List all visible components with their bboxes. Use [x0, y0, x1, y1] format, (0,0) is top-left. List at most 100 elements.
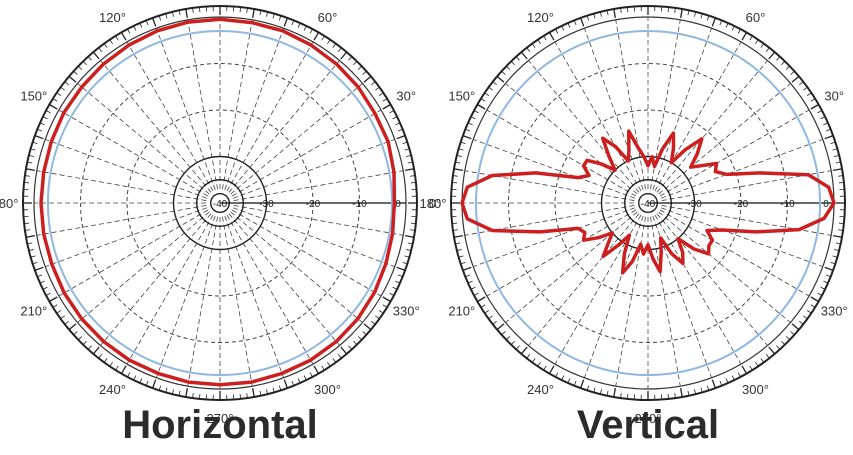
angle-tick — [68, 75, 77, 83]
angle-tick — [103, 358, 108, 363]
radial-gridline — [658, 83, 791, 195]
angle-label: 60° — [746, 10, 766, 25]
radial-gridline — [100, 60, 212, 193]
angle-tick — [501, 70, 506, 75]
angle-tick — [781, 61, 786, 66]
angle-label: 180° — [0, 196, 18, 211]
angle-tick — [838, 175, 844, 177]
angle-tick — [396, 135, 406, 140]
angle-label: 240° — [527, 382, 554, 397]
angle-tick — [768, 346, 776, 355]
radial-gridline — [659, 209, 810, 297]
angle-tick — [49, 103, 58, 110]
angle-tick — [309, 372, 313, 378]
angle-tick — [755, 361, 759, 367]
angle-tick — [297, 378, 301, 384]
angle-tick — [825, 274, 831, 278]
angle-tick — [98, 47, 103, 52]
angle-tick — [749, 35, 753, 41]
angle-tick — [613, 8, 616, 18]
angle-tick — [667, 393, 669, 399]
angle-tick — [185, 8, 188, 18]
angle-tick — [484, 310, 490, 314]
ring-label: -20 — [306, 199, 321, 210]
angle-tick — [606, 390, 609, 396]
angle-label: 150° — [20, 89, 47, 104]
angle-tick — [555, 372, 559, 378]
angle-tick — [561, 25, 565, 31]
angle-tick — [371, 81, 376, 86]
angle-tick — [405, 168, 415, 171]
angle-tick — [39, 280, 45, 284]
angle-tick — [357, 65, 362, 70]
angle-tick — [348, 345, 353, 350]
angle-tick — [832, 255, 838, 258]
angle-tick — [820, 286, 826, 290]
angle-tick — [78, 336, 83, 341]
angle-tick — [25, 235, 35, 238]
angle-tick — [321, 35, 325, 41]
angle-tick — [765, 47, 770, 52]
angle-tick — [825, 128, 831, 132]
angle-tick — [462, 135, 472, 140]
angle-tick — [776, 345, 781, 350]
radial-gridline — [231, 209, 382, 297]
angle-tick — [687, 10, 690, 16]
angle-tick — [152, 17, 157, 27]
angle-tick — [87, 345, 92, 350]
radial-gridline — [222, 19, 253, 190]
angle-tick — [694, 389, 697, 395]
angle-tick — [252, 8, 255, 18]
radial-gridline — [222, 216, 253, 387]
angle-tick — [332, 358, 337, 363]
angle-tick — [492, 81, 497, 86]
angle-label: 30° — [824, 89, 844, 104]
angle-tick — [799, 81, 804, 86]
ring-label: -20 — [734, 199, 749, 210]
angle-tick — [817, 110, 823, 114]
angle-tick — [410, 182, 416, 184]
angle-tick — [371, 320, 376, 325]
angle-tick — [776, 56, 781, 61]
angle-tick — [470, 116, 476, 120]
radial-gridline — [231, 109, 382, 197]
angle-tick — [389, 110, 395, 114]
angle-tick — [573, 20, 577, 26]
ring-label: -30 — [259, 199, 274, 210]
angle-tick — [580, 379, 585, 389]
angle-tick — [158, 385, 162, 391]
angle-tick — [404, 255, 410, 258]
angle-tick — [68, 323, 77, 331]
ring-label: 0 — [395, 199, 401, 210]
angle-tick — [353, 61, 358, 66]
angle-tick — [823, 280, 829, 284]
angle-tick — [24, 229, 30, 231]
angle-tick — [303, 375, 307, 381]
angle-tick — [599, 11, 602, 17]
angle-label: 120° — [99, 10, 126, 25]
radial-gridline — [661, 205, 832, 236]
angle-tick — [199, 7, 201, 13]
angle-tick — [246, 7, 248, 13]
angle-tick — [382, 296, 391, 303]
angle-tick — [109, 361, 113, 367]
angle-tick — [109, 39, 113, 45]
angle-tick — [803, 86, 808, 91]
radial-gridline — [615, 19, 646, 190]
reference-circle — [46, 29, 394, 377]
angle-tick — [506, 65, 511, 70]
angle-tick — [406, 249, 412, 252]
angle-tick — [741, 32, 748, 41]
angle-tick — [755, 39, 759, 45]
angle-tick — [580, 17, 585, 27]
angle-tick — [199, 393, 201, 399]
angle-tick — [239, 393, 241, 399]
radial-gridline — [232, 139, 395, 199]
angle-tick — [410, 175, 416, 177]
angle-tick — [34, 135, 44, 140]
angle-tick — [667, 7, 669, 13]
angle-tick — [834, 249, 840, 252]
angle-tick — [531, 43, 536, 48]
angle-tick — [313, 32, 320, 41]
angle-tick — [60, 315, 65, 320]
